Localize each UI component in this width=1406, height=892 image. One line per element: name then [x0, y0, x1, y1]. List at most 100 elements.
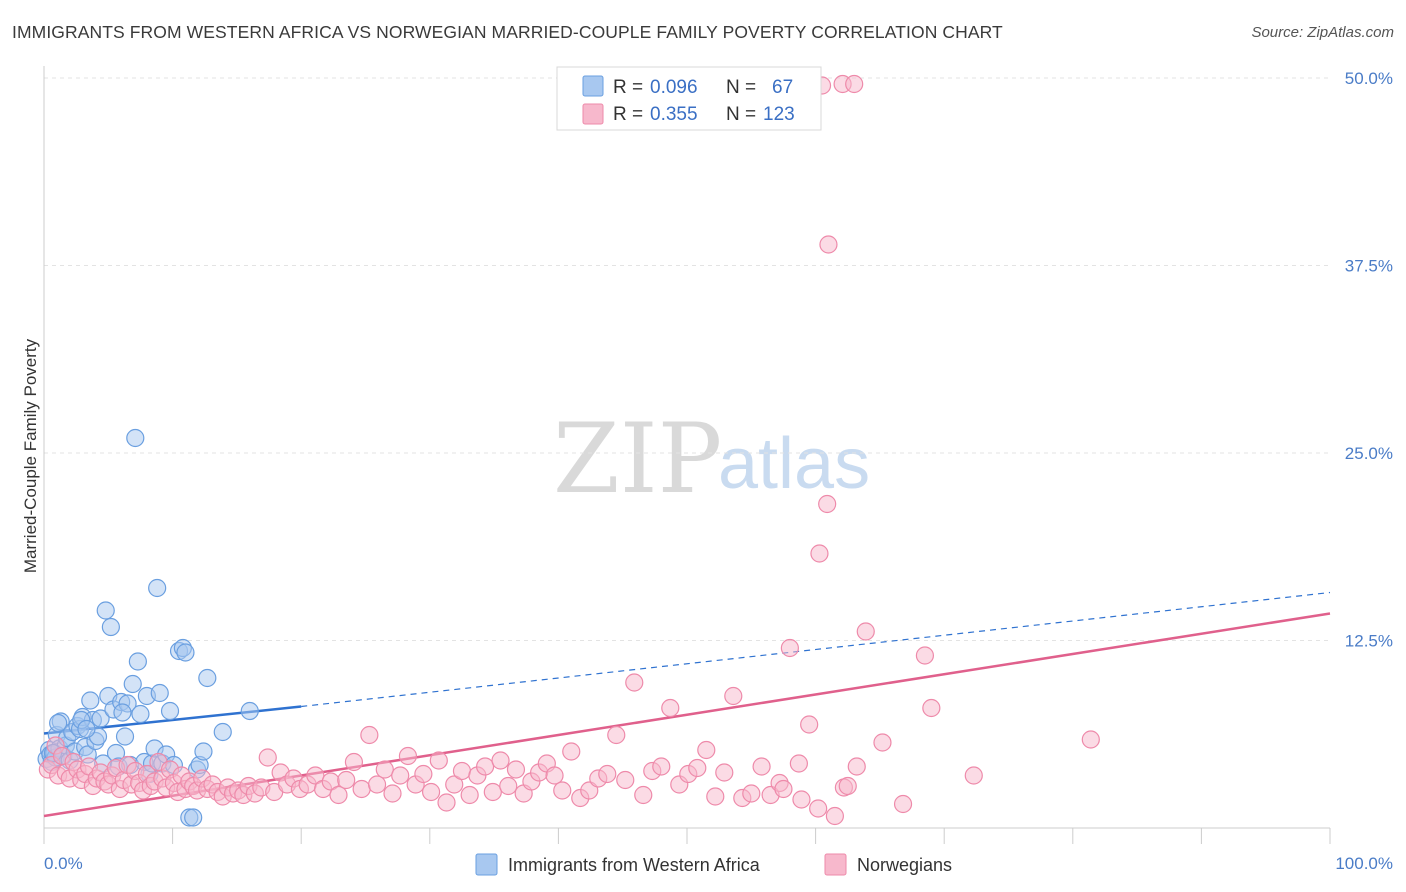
- point-pink-1-100: [634, 785, 653, 805]
- point-pink-1-74: [421, 782, 441, 802]
- point-blue-0-37: [126, 428, 145, 448]
- legend-n-value-1: 67: [772, 77, 793, 98]
- point-blue-0-24: [91, 709, 110, 728]
- trend-line-blue-extension: [301, 591, 1331, 708]
- point-pink-2-8: [893, 794, 913, 814]
- point-pink-1-83: [491, 751, 510, 770]
- point-blue-0-39: [131, 704, 150, 724]
- point-pink-1-68: [375, 760, 394, 779]
- watermark-zip: ZIP: [553, 403, 722, 515]
- point-pink-2-3: [819, 235, 838, 254]
- bottom-legend-swatch-blue: [475, 853, 498, 876]
- point-pink-1-103: [661, 698, 680, 718]
- point-blue-0-64: [77, 719, 96, 739]
- legend-n-value-2: 123: [763, 104, 795, 125]
- point-pink-1-108: [706, 787, 725, 806]
- point-pink-1-65: [352, 779, 371, 799]
- point-blue-0-65: [113, 703, 132, 722]
- point-pink-1-96: [598, 764, 617, 784]
- point-pink-2-11: [964, 766, 983, 785]
- y-tick-label-0: 12.5%: [1345, 632, 1393, 651]
- point-pink-1-69: [383, 784, 402, 803]
- point-pink-2-4: [838, 776, 857, 796]
- point-blue-0-49: [160, 701, 180, 721]
- point-pink-1-59: [306, 766, 325, 785]
- bottom-legend-label-1: Immigrants from Western Africa: [508, 855, 761, 875]
- legend-r-value-1: 0.096: [650, 77, 698, 98]
- point-blue-0-28: [101, 617, 120, 637]
- point-pink-1-82: [483, 782, 502, 802]
- point-pink-2-7: [873, 733, 892, 752]
- point-blue-0-53: [176, 643, 195, 662]
- point-pink-1-113: [752, 757, 771, 776]
- legend-swatch-blue: [582, 75, 604, 97]
- point-blue-0-33: [115, 727, 135, 746]
- point-pink-1-116: [780, 638, 799, 658]
- point-pink-2-1: [792, 790, 811, 809]
- point-pink-1-62: [329, 785, 348, 805]
- point-pink-1-67: [367, 775, 387, 794]
- point-pink-1-75: [429, 751, 448, 770]
- legend-n-label-2: N =: [726, 104, 756, 125]
- point-pink-1-81: [475, 757, 495, 776]
- bottom-legend-swatch-pink: [824, 853, 847, 876]
- legend-swatch-pink: [582, 103, 604, 125]
- point-pink-1-102: [652, 757, 671, 776]
- y-tick-label-3: 50.0%: [1345, 69, 1393, 88]
- point-blue-0-36: [123, 674, 142, 694]
- point-pink-1-78: [452, 761, 472, 781]
- axes: [43, 66, 1331, 844]
- point-pink-1-63: [337, 770, 356, 790]
- legend-r-label-1: R =: [613, 77, 643, 98]
- point-blue-0-55: [184, 808, 203, 827]
- legend-n-label-1: N =: [726, 77, 756, 98]
- point-pink-1-106: [688, 758, 707, 778]
- point-pink-2-12: [1081, 730, 1100, 749]
- point-blue-0-58: [194, 742, 213, 761]
- point-blue-0-26: [96, 601, 115, 620]
- point-pink-1-71: [398, 746, 418, 766]
- point-blue-0-59: [198, 668, 217, 688]
- point-blue-0-20: [81, 691, 100, 710]
- point-pink-2-9: [915, 646, 935, 665]
- bottom-legend-label-2: Norwegians: [857, 855, 952, 875]
- x-tick-label-0: 0.0%: [44, 854, 83, 873]
- chart-title: IMMIGRANTS FROM WESTERN AFRICA VS NORWEG…: [12, 22, 1003, 42]
- point-pink-1-92: [562, 742, 581, 761]
- point-pink-1-117: [789, 754, 808, 773]
- point-blue-0-45: [148, 578, 167, 598]
- point-pink-1-99: [625, 673, 644, 692]
- point-pink-1-110: [724, 686, 743, 706]
- y-axis-label: Married-Couple Family Poverty: [21, 338, 40, 573]
- point-pink-1-118: [800, 715, 819, 734]
- point-pink-1-64: [344, 752, 364, 772]
- legend-r-value-2: 0.355: [650, 104, 698, 125]
- point-pink-1-52: [258, 748, 277, 767]
- point-pink-1-107: [697, 740, 716, 760]
- point-pink-2-10: [922, 698, 941, 718]
- legend-r-label-2: R =: [613, 104, 643, 125]
- point-pink-2-0: [774, 779, 793, 799]
- y-tick-label-1: 25.0%: [1345, 444, 1393, 463]
- point-blue-0-46: [150, 683, 169, 703]
- point-pink-1-97: [607, 725, 626, 745]
- point-pink-1-73: [414, 764, 433, 784]
- point-pink-1-98: [616, 770, 635, 790]
- data-points: [37, 74, 1100, 827]
- point-pink-1-109: [715, 763, 734, 782]
- point-pink-1-91: [553, 781, 572, 800]
- point-blue-0-60: [213, 722, 232, 742]
- point-pink-1-70: [391, 766, 410, 785]
- point-pink-2-2: [809, 799, 828, 818]
- point-pink-1-66: [360, 725, 379, 745]
- watermark-atlas: atlas: [718, 424, 870, 504]
- point-pink-1-77: [445, 775, 464, 794]
- point-pink-2-15: [845, 74, 864, 94]
- point-pink-2-5: [847, 757, 866, 776]
- point-blue-0-38: [128, 652, 147, 671]
- point-pink-1-121: [825, 806, 844, 826]
- grid-lines: [44, 77, 1330, 641]
- bottom-legend: Immigrants from Western Africa Norwegian…: [475, 853, 952, 876]
- point-blue-0-62: [49, 713, 68, 733]
- point-pink-1-120: [818, 494, 837, 514]
